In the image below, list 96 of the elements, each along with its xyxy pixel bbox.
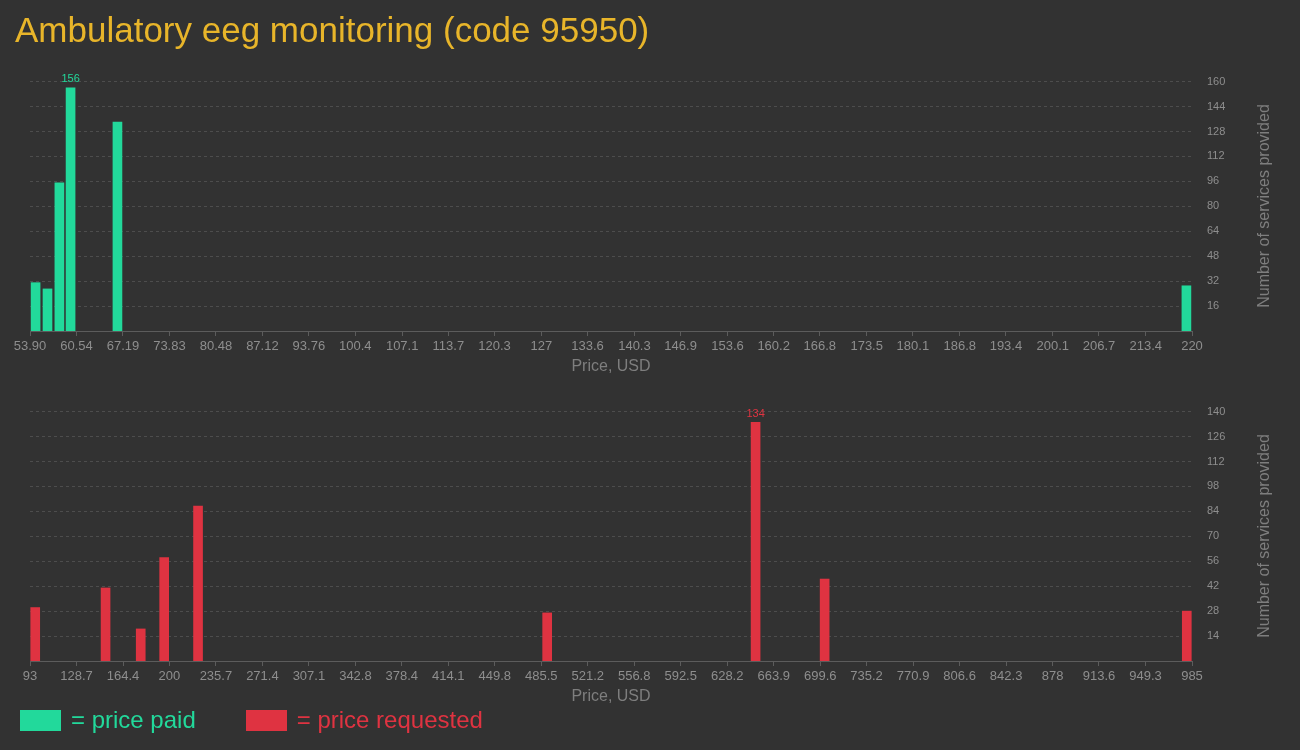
x-tick-label: 592.5 xyxy=(664,668,697,684)
x-tick-label: 53.90 xyxy=(13,338,47,354)
x-tick-label: 806.6 xyxy=(943,668,976,684)
bar xyxy=(30,282,41,331)
y-tick-label: 64 xyxy=(1207,224,1220,237)
bar xyxy=(750,421,761,661)
x-tick-label: 193.4 xyxy=(989,338,1023,354)
y-tick-label: 140 xyxy=(1207,404,1226,417)
x-tick-label: 770.9 xyxy=(896,668,930,684)
bar xyxy=(54,182,65,331)
bar xyxy=(100,587,111,661)
x-tick-label: 699.6 xyxy=(803,668,837,684)
y-tick-label: 70 xyxy=(1207,529,1220,542)
x-tick-label: 73.83 xyxy=(153,338,186,354)
x-tick-label: 180.1 xyxy=(896,338,930,354)
legend-label: = price requested xyxy=(296,705,483,735)
x-tick-label: 100.4 xyxy=(339,338,372,354)
x-axis-title: Price, USD xyxy=(571,356,651,374)
x-tick-label: 153.6 xyxy=(711,338,744,354)
y-tick-label: 98 xyxy=(1207,479,1220,492)
x-tick-label: 949.3 xyxy=(1129,668,1162,684)
y-tick-label: 16 xyxy=(1207,299,1220,312)
x-tick-label: 628.2 xyxy=(710,668,744,684)
x-tick-label: 80.48 xyxy=(199,338,233,354)
bar xyxy=(542,612,552,661)
x-tick-label: 186.8 xyxy=(943,338,977,354)
y-tick-label: 112 xyxy=(1207,149,1225,162)
x-tick-label: 842.3 xyxy=(989,668,1023,684)
x-tick-label: 67.19 xyxy=(106,338,140,354)
data-label: 156 xyxy=(61,72,80,85)
x-tick-label: 378.4 xyxy=(385,668,419,684)
x-tick-label: 220 xyxy=(1181,338,1203,354)
x-tick-label: 556.8 xyxy=(617,668,651,684)
x-tick-label: 164.4 xyxy=(106,668,140,684)
y-tick-label: 80 xyxy=(1207,199,1220,212)
x-tick-label: 146.9 xyxy=(664,338,697,354)
x-tick-label: 107.1 xyxy=(385,338,419,354)
x-tick-label: 128.7 xyxy=(60,668,93,684)
x-tick-label: 878 xyxy=(1041,668,1064,684)
x-tick-label: 93 xyxy=(22,668,38,684)
bar xyxy=(65,87,76,331)
data-label: 134 xyxy=(746,406,765,419)
y-tick-label: 144 xyxy=(1207,99,1226,112)
x-tick-label: 120.3 xyxy=(478,338,511,354)
y-tick-label: 112 xyxy=(1207,454,1225,467)
y-tick-label: 96 xyxy=(1207,174,1220,187)
y-tick-label: 42 xyxy=(1207,579,1220,592)
bar xyxy=(1181,285,1192,331)
x-tick-label: 307.1 xyxy=(292,668,326,684)
x-tick-label: 133.6 xyxy=(571,338,604,354)
x-tick-label: 985 xyxy=(1181,668,1203,684)
x-tick-label: 521.2 xyxy=(571,668,605,684)
y-tick-label: 56 xyxy=(1207,554,1220,567)
bar xyxy=(112,121,123,331)
bar xyxy=(42,288,53,331)
x-tick-label: 206.7 xyxy=(1082,338,1116,354)
chart-title: Ambulatory eeg monitoring (code 95950) xyxy=(15,9,650,51)
x-tick-label: 127 xyxy=(530,338,553,354)
x-tick-label: 140.3 xyxy=(618,338,651,354)
y-axis-title: Number of services provided xyxy=(1255,103,1273,308)
x-tick-label: 663.9 xyxy=(757,668,790,684)
x-tick-label: 113.7 xyxy=(432,338,465,354)
x-tick-label: 173.5 xyxy=(850,338,883,354)
x-tick-label: 485.5 xyxy=(525,668,558,684)
y-tick-label: 48 xyxy=(1207,249,1220,262)
y-tick-label: 28 xyxy=(1207,604,1220,617)
bar xyxy=(193,505,203,661)
x-tick-label: 213.4 xyxy=(1129,338,1163,354)
x-tick-label: 735.2 xyxy=(850,668,883,684)
y-tick-label: 32 xyxy=(1207,274,1220,287)
y-tick-label: 128 xyxy=(1207,124,1226,137)
x-tick-label: 93.76 xyxy=(292,338,326,354)
legend-label: = price paid xyxy=(71,705,196,735)
y-tick-label: 126 xyxy=(1207,429,1226,442)
x-tick-label: 87.12 xyxy=(246,338,279,354)
bar xyxy=(30,607,41,661)
x-tick-label: 200.1 xyxy=(1036,338,1070,354)
x-tick-label: 235.7 xyxy=(199,668,233,684)
x-tick-label: 414.1 xyxy=(432,668,465,684)
x-tick-label: 449.8 xyxy=(478,668,512,684)
x-tick-label: 160.2 xyxy=(757,338,790,354)
x-tick-label: 342.8 xyxy=(339,668,372,684)
x-tick-label: 913.6 xyxy=(1082,668,1116,684)
y-tick-label: 160 xyxy=(1207,74,1226,87)
y-axis-title: Number of services provided xyxy=(1255,433,1273,638)
x-tick-label: 200 xyxy=(158,668,181,684)
bar xyxy=(135,628,146,661)
y-tick-label: 84 xyxy=(1207,504,1220,517)
x-tick-label: 60.54 xyxy=(60,338,93,354)
bar xyxy=(819,578,830,661)
bar xyxy=(159,557,170,661)
y-tick-label: 14 xyxy=(1207,629,1220,642)
x-tick-label: 271.4 xyxy=(246,668,279,684)
bar xyxy=(1181,610,1192,661)
x-tick-label: 166.8 xyxy=(803,338,837,354)
x-axis-title: Price, USD xyxy=(571,686,651,704)
